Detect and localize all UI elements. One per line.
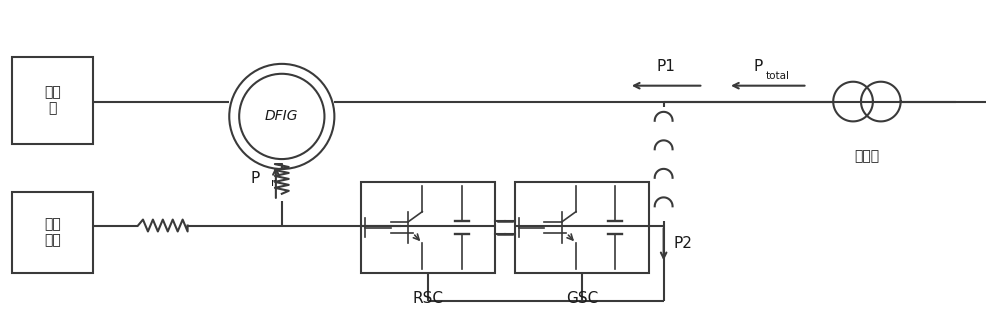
Text: P: P: [754, 59, 763, 74]
Text: DFIG: DFIG: [265, 110, 299, 123]
Text: 变压器: 变压器: [854, 149, 880, 163]
Text: P2: P2: [674, 236, 692, 251]
Text: total: total: [766, 71, 790, 81]
Text: r: r: [271, 178, 276, 188]
Text: P1: P1: [657, 59, 676, 74]
Bar: [515, 182, 649, 273]
Bar: [12, 192, 93, 273]
Text: P: P: [251, 171, 260, 186]
Bar: [361, 182, 495, 273]
Text: RSC: RSC: [413, 291, 444, 306]
Bar: [12, 57, 93, 144]
Text: 齿轮
箱: 齿轮 箱: [44, 85, 61, 116]
Text: 保护
设备: 保护 设备: [44, 217, 61, 248]
Text: GSC: GSC: [566, 291, 598, 306]
